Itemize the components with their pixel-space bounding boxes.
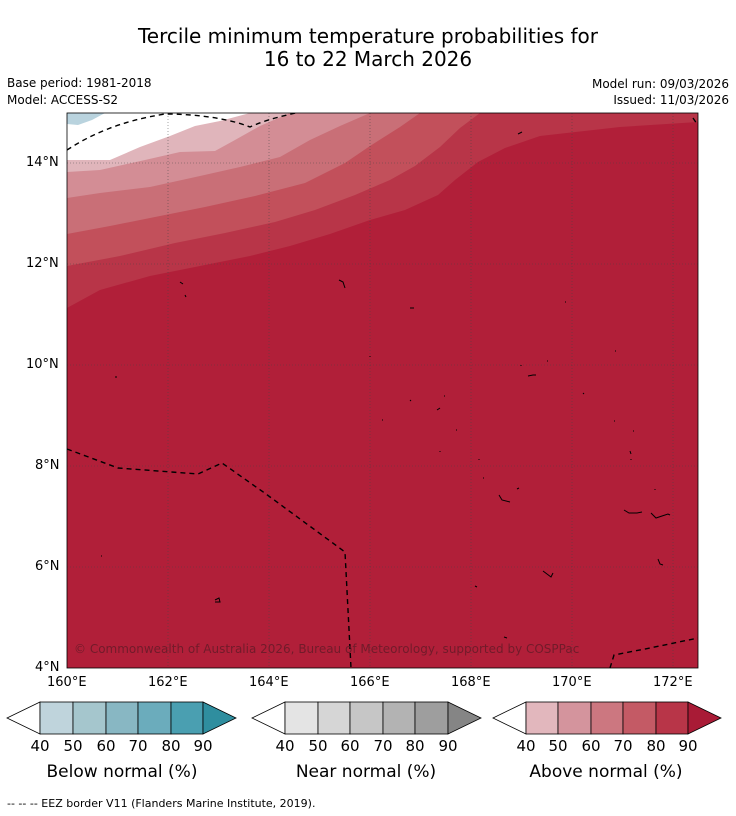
- above-tick-80: 80: [646, 737, 666, 755]
- above-tick-60: 60: [581, 737, 601, 755]
- above-normal-label: Above normal (%): [529, 762, 683, 782]
- title-line-2: 16 to 22 March 2026: [263, 47, 473, 71]
- eez-borders: [67, 113, 698, 668]
- lat-label-4: 4°N: [35, 660, 60, 675]
- below-tick-60: 60: [96, 737, 116, 755]
- lon-label-170: 170°E: [552, 675, 592, 690]
- lat-label-12: 12°N: [26, 256, 59, 271]
- below-tick-40: 40: [30, 737, 50, 755]
- below-tick-80: 80: [161, 737, 181, 755]
- title-line-1: Tercile minimum temperature probabilitie…: [137, 24, 599, 48]
- near-tick-50: 50: [308, 737, 328, 755]
- near-tick-90: 90: [438, 737, 458, 755]
- above-tick-90: 90: [678, 737, 698, 755]
- near-tick-70: 70: [373, 737, 393, 755]
- lat-label-10: 10°N: [26, 357, 59, 372]
- lon-label-162: 162°E: [148, 675, 188, 690]
- map-frame: [66, 112, 699, 669]
- copyright-notice: © Commonwealth of Australia 2026, Bureau…: [74, 642, 579, 656]
- below-tick-50: 50: [63, 737, 83, 755]
- above-tick-50: 50: [548, 737, 568, 755]
- lon-label-166: 166°E: [350, 675, 390, 690]
- near-normal-colorbar: [251, 701, 482, 735]
- eez-footnote: -- -- -- EEZ border V11 (Flanders Marine…: [7, 797, 316, 810]
- above-tick-40: 40: [516, 737, 536, 755]
- near-tick-40: 40: [275, 737, 295, 755]
- lon-label-168: 168°E: [451, 675, 491, 690]
- lat-label-8: 8°N: [35, 458, 60, 473]
- below-normal-label: Below normal (%): [46, 762, 198, 782]
- near-tick-80: 80: [405, 737, 425, 755]
- near-tick-60: 60: [340, 737, 360, 755]
- lat-label-6: 6°N: [35, 559, 60, 574]
- lon-label-160: 160°E: [47, 675, 87, 690]
- lon-label-172: 172°E: [653, 675, 693, 690]
- gridlines: [67, 113, 698, 668]
- base-period: Base period: 1981-2018: [7, 76, 152, 90]
- lat-label-14: 14°N: [26, 155, 59, 170]
- islands: [101, 131, 671, 639]
- below-normal-colorbar: [6, 701, 237, 735]
- lon-label-164: 164°E: [249, 675, 289, 690]
- model-run-date: Model run: 09/03/2026: [591, 77, 729, 91]
- above-normal-colorbar: [492, 701, 722, 735]
- model-name: Model: ACCESS-S2: [7, 93, 119, 107]
- probability-field: [67, 113, 698, 668]
- near-normal-label: Near normal (%): [295, 762, 437, 782]
- below-tick-90: 90: [193, 737, 213, 755]
- issued-date: Issued: 11/03/2026: [613, 93, 729, 107]
- above-tick-70: 70: [613, 737, 633, 755]
- below-tick-70: 70: [128, 737, 148, 755]
